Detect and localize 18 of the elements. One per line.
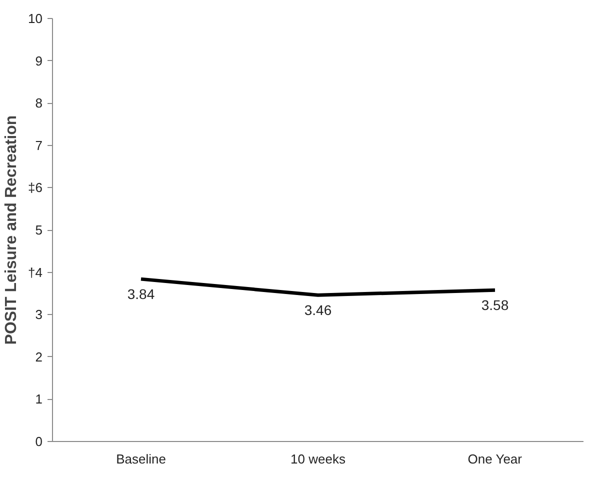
y-tick-label: ‡6 [28, 180, 43, 196]
y-tick-label: †4 [28, 264, 43, 280]
data-label: 3.58 [481, 297, 509, 314]
data-label: 3.46 [304, 302, 332, 318]
x-tick-label: 10 weeks [290, 452, 346, 466]
y-tick-label: 9 [35, 53, 43, 68]
x-tick-label: One Year [468, 452, 523, 466]
y-tick-label: 10 [28, 11, 43, 26]
x-tick-label: Baseline [116, 452, 166, 466]
y-tick-label: 1 [35, 392, 43, 407]
y-tick-label: 8 [35, 96, 43, 111]
y-axis-title: POSIT Leisure and Recreation [3, 115, 20, 345]
data-label: 3.84 [127, 286, 155, 302]
y-tick-label: 3 [35, 307, 43, 322]
y-tick-label: 2 [35, 349, 43, 364]
y-tick-label: 0 [35, 434, 43, 449]
y-tick-label: 5 [35, 222, 43, 238]
y-tick-label: 7 [35, 138, 43, 153]
